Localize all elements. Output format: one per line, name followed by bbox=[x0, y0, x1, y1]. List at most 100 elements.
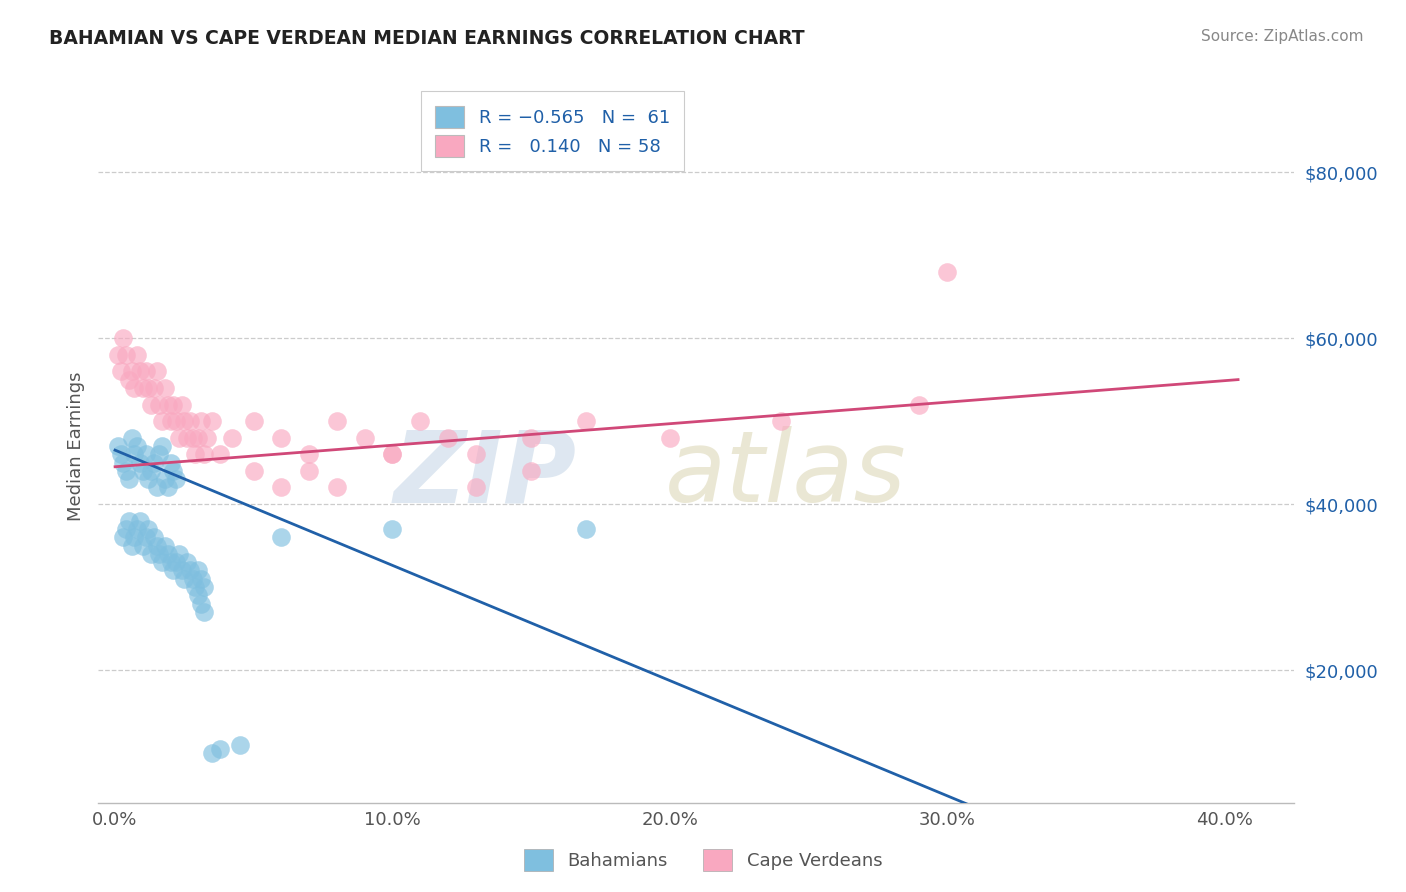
Point bbox=[187, 564, 209, 578]
Point bbox=[135, 530, 157, 544]
Point bbox=[436, 431, 458, 445]
Point bbox=[908, 397, 931, 411]
Point bbox=[124, 447, 146, 461]
Point bbox=[242, 414, 264, 428]
Point bbox=[129, 514, 152, 528]
Point bbox=[935, 265, 957, 279]
Point bbox=[107, 439, 129, 453]
Text: atlas: atlas bbox=[665, 426, 907, 523]
Point bbox=[165, 472, 187, 486]
Point bbox=[135, 447, 157, 461]
Text: Source: ZipAtlas.com: Source: ZipAtlas.com bbox=[1201, 29, 1364, 44]
Point bbox=[150, 414, 173, 428]
Point bbox=[195, 431, 218, 445]
Point bbox=[153, 539, 176, 553]
Point bbox=[145, 539, 167, 553]
Point bbox=[132, 381, 155, 395]
Point bbox=[112, 331, 135, 345]
Point bbox=[136, 381, 159, 395]
Point bbox=[201, 746, 224, 760]
Point bbox=[165, 414, 187, 428]
Point bbox=[118, 373, 141, 387]
Point bbox=[181, 431, 204, 445]
Point bbox=[153, 472, 176, 486]
Point bbox=[520, 464, 543, 478]
Point bbox=[229, 738, 252, 752]
Point bbox=[176, 431, 198, 445]
Point bbox=[129, 456, 152, 470]
Point bbox=[181, 572, 204, 586]
Point bbox=[121, 539, 143, 553]
Point bbox=[381, 447, 404, 461]
Point bbox=[127, 522, 149, 536]
Point bbox=[520, 431, 543, 445]
Point bbox=[187, 431, 209, 445]
Point bbox=[124, 530, 146, 544]
Point bbox=[127, 348, 149, 362]
Point bbox=[156, 547, 179, 561]
Point bbox=[153, 381, 176, 395]
Point bbox=[159, 555, 181, 569]
Point bbox=[121, 364, 143, 378]
Point bbox=[132, 539, 155, 553]
Point bbox=[150, 555, 173, 569]
Point bbox=[221, 431, 243, 445]
Point bbox=[190, 597, 212, 611]
Point bbox=[464, 447, 486, 461]
Point bbox=[124, 381, 146, 395]
Point bbox=[159, 414, 181, 428]
Point bbox=[209, 742, 232, 756]
Point bbox=[165, 555, 187, 569]
Point bbox=[167, 547, 190, 561]
Point bbox=[142, 381, 165, 395]
Point bbox=[326, 414, 349, 428]
Point bbox=[270, 530, 292, 544]
Point bbox=[162, 397, 184, 411]
Point bbox=[127, 439, 149, 453]
Point bbox=[162, 464, 184, 478]
Point bbox=[381, 522, 404, 536]
Point bbox=[193, 580, 215, 594]
Point bbox=[176, 555, 198, 569]
Point bbox=[409, 414, 432, 428]
Point bbox=[112, 530, 135, 544]
Point bbox=[115, 464, 138, 478]
Point bbox=[162, 564, 184, 578]
Point bbox=[209, 447, 232, 461]
Point bbox=[179, 564, 201, 578]
Point bbox=[136, 522, 159, 536]
Point bbox=[298, 447, 321, 461]
Point bbox=[132, 464, 155, 478]
Point bbox=[173, 572, 195, 586]
Point bbox=[173, 414, 195, 428]
Point bbox=[148, 547, 170, 561]
Point bbox=[156, 481, 179, 495]
Point bbox=[145, 364, 167, 378]
Point bbox=[184, 447, 207, 461]
Point bbox=[187, 588, 209, 602]
Point bbox=[115, 348, 138, 362]
Point bbox=[190, 414, 212, 428]
Point bbox=[136, 472, 159, 486]
Point bbox=[242, 464, 264, 478]
Point bbox=[115, 522, 138, 536]
Point bbox=[129, 364, 152, 378]
Point bbox=[110, 364, 132, 378]
Point bbox=[170, 564, 193, 578]
Point bbox=[353, 431, 375, 445]
Point bbox=[135, 364, 157, 378]
Point bbox=[107, 348, 129, 362]
Point bbox=[142, 530, 165, 544]
Point bbox=[142, 456, 165, 470]
Point bbox=[193, 447, 215, 461]
Point bbox=[769, 414, 792, 428]
Point bbox=[150, 439, 173, 453]
Point bbox=[145, 481, 167, 495]
Point bbox=[270, 431, 292, 445]
Point bbox=[110, 447, 132, 461]
Point bbox=[184, 580, 207, 594]
Point bbox=[658, 431, 681, 445]
Point bbox=[575, 522, 598, 536]
Point bbox=[139, 464, 162, 478]
Legend: R = −0.565   N =  61, R =   0.140   N = 58: R = −0.565 N = 61, R = 0.140 N = 58 bbox=[420, 91, 685, 171]
